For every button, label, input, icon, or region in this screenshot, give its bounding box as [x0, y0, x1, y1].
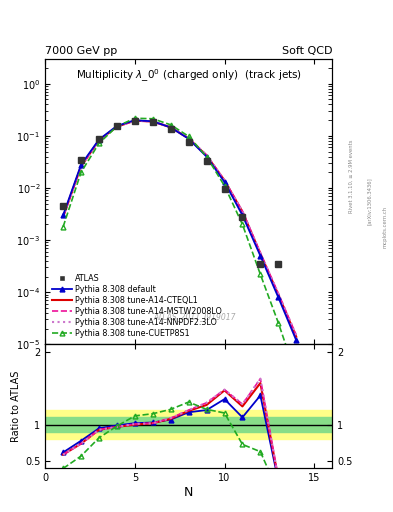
Pythia 8.308 tune-CUETP8S1 — [204, 154, 209, 160]
Pythia 8.308 tune-A14-NNPDF2.3LO — [294, 332, 299, 338]
Pythia 8.308 tune-A14-CTEQL1 — [151, 118, 155, 124]
Pythia 8.308 tune-A14-NNPDF2.3LO — [168, 124, 173, 130]
ATLAS — [97, 136, 101, 142]
ATLAS — [258, 261, 263, 267]
Text: Rivet 3.1.10, ≥ 2.9M events: Rivet 3.1.10, ≥ 2.9M events — [349, 139, 354, 213]
Text: 7000 GeV pp: 7000 GeV pp — [45, 46, 118, 56]
Legend: ATLAS, Pythia 8.308 default, Pythia 8.308 tune-A14-CTEQL1, Pythia 8.308 tune-A14: ATLAS, Pythia 8.308 default, Pythia 8.30… — [49, 271, 224, 340]
Pythia 8.308 tune-A14-MSTW2008LO — [186, 135, 191, 141]
Pythia 8.308 default — [258, 253, 263, 259]
Pythia 8.308 tune-A14-NNPDF2.3LO — [97, 137, 101, 143]
Pythia 8.308 tune-CUETP8S1 — [276, 319, 281, 326]
Pythia 8.308 tune-A14-MSTW2008LO — [132, 118, 137, 124]
Pythia 8.308 tune-A14-CTEQL1 — [240, 209, 245, 215]
Pythia 8.308 default — [97, 137, 101, 143]
Pythia 8.308 tune-A14-MSTW2008LO — [168, 124, 173, 130]
Text: [arXiv:1306.3436]: [arXiv:1306.3436] — [367, 178, 372, 225]
Pythia 8.308 tune-A14-NNPDF2.3LO — [222, 177, 227, 183]
Pythia 8.308 tune-A14-CTEQL1 — [61, 214, 66, 220]
Pythia 8.308 tune-CUETP8S1 — [61, 224, 66, 230]
Pythia 8.308 tune-CUETP8S1 — [240, 221, 245, 227]
Line: Pythia 8.308 tune-A14-NNPDF2.3LO: Pythia 8.308 tune-A14-NNPDF2.3LO — [63, 121, 296, 335]
Pythia 8.308 tune-A14-CTEQL1 — [97, 137, 101, 143]
Pythia 8.308 default — [204, 154, 209, 160]
Pythia 8.308 tune-A14-NNPDF2.3LO — [258, 250, 263, 256]
Pythia 8.308 default — [186, 136, 191, 142]
Pythia 8.308 tune-A14-CTEQL1 — [186, 136, 191, 142]
Pythia 8.308 tune-A14-CTEQL1 — [132, 118, 137, 124]
Pythia 8.308 default — [151, 118, 155, 124]
Pythia 8.308 tune-A14-CTEQL1 — [276, 291, 281, 297]
Pythia 8.308 tune-CUETP8S1 — [186, 133, 191, 139]
ATLAS — [240, 214, 245, 220]
Pythia 8.308 default — [276, 294, 281, 301]
Pythia 8.308 tune-A14-CTEQL1 — [168, 124, 173, 131]
Pythia 8.308 default — [132, 117, 137, 123]
Pythia 8.308 tune-A14-CTEQL1 — [204, 153, 209, 159]
Pythia 8.308 default — [115, 123, 119, 129]
Pythia 8.308 tune-A14-CTEQL1 — [79, 163, 83, 169]
Line: ATLAS: ATLAS — [61, 118, 281, 267]
Pythia 8.308 tune-A14-CTEQL1 — [115, 123, 119, 130]
ATLAS — [132, 118, 137, 124]
Pythia 8.308 tune-A14-MSTW2008LO — [222, 177, 227, 183]
Pythia 8.308 tune-CUETP8S1 — [115, 123, 119, 130]
Pythia 8.308 default — [79, 162, 83, 168]
Pythia 8.308 tune-CUETP8S1 — [222, 183, 227, 189]
ATLAS — [276, 261, 281, 267]
Text: Soft QCD: Soft QCD — [282, 46, 332, 56]
ATLAS — [186, 139, 191, 145]
Text: Multiplicity $\lambda\_0^0$ (charged only)  (track jets): Multiplicity $\lambda\_0^0$ (charged onl… — [75, 68, 302, 84]
Pythia 8.308 tune-A14-CTEQL1 — [258, 250, 263, 257]
Pythia 8.308 tune-A14-MSTW2008LO — [115, 123, 119, 130]
Line: Pythia 8.308 tune-A14-CTEQL1: Pythia 8.308 tune-A14-CTEQL1 — [63, 121, 296, 337]
Pythia 8.308 tune-A14-NNPDF2.3LO — [204, 152, 209, 158]
Pythia 8.308 tune-A14-MSTW2008LO — [79, 163, 83, 169]
Pythia 8.308 tune-CUETP8S1 — [294, 373, 299, 379]
Pythia 8.308 tune-CUETP8S1 — [258, 271, 263, 278]
Pythia 8.308 tune-A14-NNPDF2.3LO — [61, 214, 66, 220]
Pythia 8.308 tune-CUETP8S1 — [151, 116, 155, 122]
Line: Pythia 8.308 tune-CUETP8S1: Pythia 8.308 tune-CUETP8S1 — [61, 116, 299, 378]
Pythia 8.308 tune-A14-MSTW2008LO — [276, 290, 281, 296]
Pythia 8.308 tune-A14-CTEQL1 — [222, 177, 227, 183]
Pythia 8.308 tune-CUETP8S1 — [168, 122, 173, 128]
ATLAS — [168, 126, 173, 132]
Pythia 8.308 tune-A14-CTEQL1 — [294, 334, 299, 340]
Text: mcplots.cern.ch: mcplots.cern.ch — [383, 206, 387, 248]
Pythia 8.308 tune-A14-NNPDF2.3LO — [79, 163, 83, 169]
ATLAS — [115, 123, 119, 129]
Pythia 8.308 tune-CUETP8S1 — [79, 169, 83, 176]
ATLAS — [151, 119, 155, 125]
Pythia 8.308 tune-A14-MSTW2008LO — [61, 214, 66, 220]
Pythia 8.308 tune-A14-MSTW2008LO — [151, 118, 155, 124]
Pythia 8.308 default — [240, 212, 245, 218]
ATLAS — [61, 203, 66, 209]
Pythia 8.308 tune-A14-MSTW2008LO — [97, 137, 101, 143]
Pythia 8.308 tune-A14-NNPDF2.3LO — [132, 118, 137, 124]
Pythia 8.308 tune-A14-NNPDF2.3LO — [240, 208, 245, 214]
Pythia 8.308 tune-A14-NNPDF2.3LO — [115, 123, 119, 130]
Pythia 8.308 tune-A14-MSTW2008LO — [258, 250, 263, 256]
ATLAS — [222, 186, 227, 192]
ATLAS — [79, 157, 83, 163]
Pythia 8.308 default — [61, 212, 66, 218]
Pythia 8.308 tune-A14-MSTW2008LO — [240, 208, 245, 214]
Pythia 8.308 tune-CUETP8S1 — [132, 115, 137, 121]
Y-axis label: Ratio to ATLAS: Ratio to ATLAS — [11, 371, 21, 442]
Text: ATLAS_2011_I919017: ATLAS_2011_I919017 — [153, 312, 236, 322]
Pythia 8.308 tune-A14-NNPDF2.3LO — [151, 118, 155, 124]
Pythia 8.308 default — [294, 337, 299, 344]
Pythia 8.308 tune-A14-NNPDF2.3LO — [186, 135, 191, 141]
Pythia 8.308 default — [168, 124, 173, 131]
Pythia 8.308 tune-A14-MSTW2008LO — [294, 332, 299, 338]
X-axis label: N: N — [184, 486, 193, 499]
Pythia 8.308 tune-CUETP8S1 — [97, 140, 101, 146]
Pythia 8.308 default — [222, 179, 227, 185]
Pythia 8.308 tune-A14-NNPDF2.3LO — [276, 290, 281, 296]
ATLAS — [204, 158, 209, 164]
Line: Pythia 8.308 tune-A14-MSTW2008LO: Pythia 8.308 tune-A14-MSTW2008LO — [63, 121, 296, 335]
Pythia 8.308 tune-A14-MSTW2008LO — [204, 152, 209, 158]
Line: Pythia 8.308 default: Pythia 8.308 default — [61, 118, 299, 343]
